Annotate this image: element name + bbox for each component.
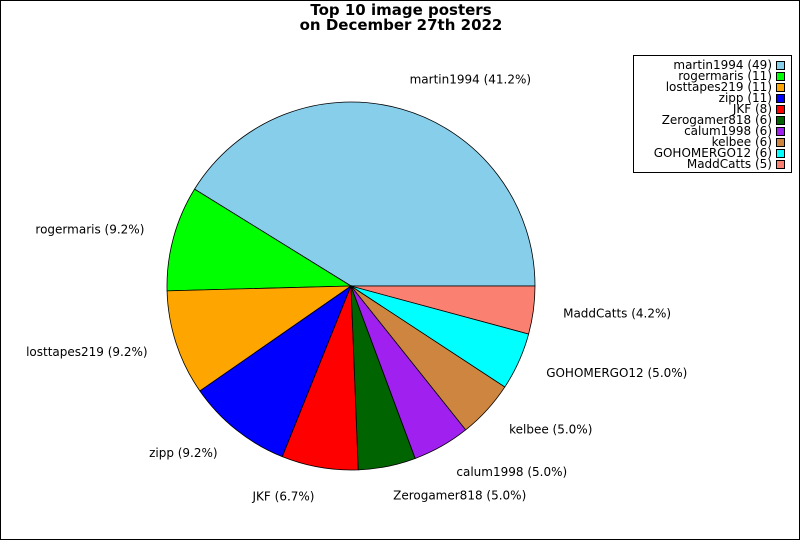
legend-swatch (776, 149, 785, 158)
slice-label-kelbee: kelbee (5.0%) (509, 423, 592, 437)
legend-label: JKF (8) (732, 102, 772, 116)
legend-item-martin1994: martin1994 (49) (673, 58, 785, 72)
legend-label: zipp (11) (718, 91, 772, 105)
legend-swatch (776, 138, 785, 147)
legend-label: Zerogamer818 (6) (661, 113, 772, 127)
legend-label: rogermaris (11) (678, 69, 772, 83)
slice-label-jkf: JKF (6.7%) (252, 489, 315, 503)
legend-item-zerogamer818: Zerogamer818 (6) (661, 113, 785, 127)
legend-item-zipp: zipp (11) (718, 91, 785, 105)
pie-slice-losttapes219 (166, 285, 353, 392)
legend-label: martin1994 (49) (673, 58, 772, 72)
pie-slice-zipp (199, 284, 352, 458)
legend: martin1994 (49) rogermaris (11) losttapes2… (633, 55, 792, 173)
slice-label-maddcatts: MaddCatts (4.2%) (563, 307, 671, 321)
slice-label-martin1994: martin1994 (41.2%) (410, 73, 531, 87)
slice-label-losttapes219: losttapes219 (9.2%) (26, 345, 148, 359)
legend-label: GOHOMERGO12 (6) (653, 146, 772, 160)
chart-title: Top 10 image posters on December 27th 20… (1, 1, 799, 34)
legend-swatch (776, 72, 785, 81)
legend-item-gohomergo12: GOHOMERGO12 (6) (653, 146, 785, 160)
legend-item-losttapes219: losttapes219 (11) (665, 80, 785, 94)
legend-item-maddcatts: MaddCatts (5) (686, 157, 785, 171)
chart-title-line-1: Top 10 image posters (310, 1, 492, 19)
legend-label: losttapes219 (11) (665, 80, 772, 94)
slice-label-zerogamer818: Zerogamer818 (5.0%) (393, 488, 526, 502)
legend-item-jkf: JKF (8) (732, 102, 785, 116)
pie-slice-maddcatts (350, 285, 536, 335)
legend-item-rogermaris: rogermaris (11) (678, 69, 785, 83)
legend-label: MaddCatts (5) (686, 157, 772, 171)
legend-swatch (776, 61, 785, 70)
legend-label: kelbee (6) (711, 135, 772, 149)
legend-label: calum1998 (6) (684, 124, 772, 138)
slice-label-rogermaris: rogermaris (9.2%) (35, 223, 144, 237)
slice-label-gohomergo12: GOHOMERGO12 (5.0%) (546, 366, 687, 380)
legend-swatch (776, 83, 785, 92)
pie-slice-martin1994 (194, 101, 536, 287)
slice-label-calum1998: calum1998 (5.0%) (456, 465, 567, 479)
legend-swatch (776, 127, 785, 136)
pie-slice-rogermaris (166, 188, 353, 292)
legend-swatch (776, 105, 785, 114)
legend-swatch (776, 116, 785, 125)
chart-title-line-2: on December 27th 2022 (299, 16, 503, 34)
legend-item-kelbee: kelbee (6) (711, 135, 785, 149)
legend-item-calum1998: calum1998 (6) (684, 124, 785, 138)
slice-label-zipp: zipp (9.2%) (149, 446, 218, 460)
legend-swatch (776, 94, 785, 103)
legend-swatch (776, 160, 785, 169)
